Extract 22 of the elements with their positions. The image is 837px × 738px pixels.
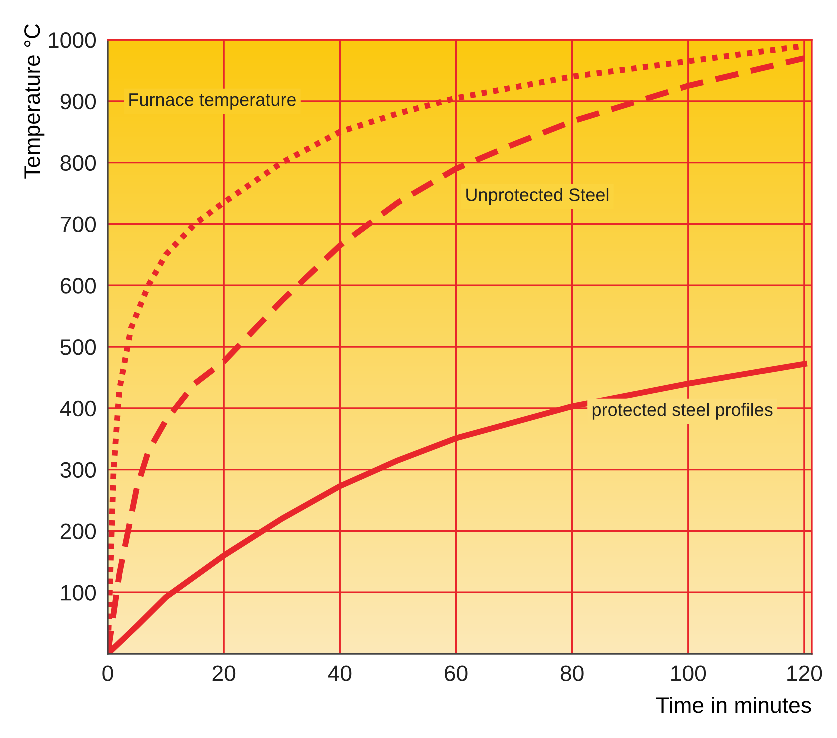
x-tick-label: 120 xyxy=(788,666,822,682)
x-axis-title: Time in minutes xyxy=(656,696,812,714)
y-tick-label: 900 xyxy=(60,94,96,110)
text: Furnace temperature xyxy=(130,94,296,110)
y-tick-label: 800 xyxy=(60,155,96,172)
y-tick-label: 200 xyxy=(60,524,96,540)
y-tick-label: 1000 xyxy=(49,32,96,48)
y-tick-label: 500 xyxy=(60,340,96,356)
x-tick-label: 0 xyxy=(102,666,114,682)
x-tick-label: 80 xyxy=(560,666,584,682)
y-axis-title: Temperature °C xyxy=(24,24,45,179)
x-tick-label: 100 xyxy=(672,666,706,682)
y-tick-label: 600 xyxy=(60,278,96,294)
x-tick-label: 40 xyxy=(328,666,352,682)
x-tick-label: 20 xyxy=(212,666,236,682)
y-tick-label: 300 xyxy=(60,462,96,478)
series-label: Unprotected Steel xyxy=(466,188,609,205)
y-tick-label: 100 xyxy=(62,585,96,601)
series-label: protected steel profiles xyxy=(592,403,773,420)
x-tick-label: 60 xyxy=(445,666,468,682)
y-tick-label: 700 xyxy=(60,216,96,232)
y-tick-label: 400 xyxy=(60,400,96,417)
